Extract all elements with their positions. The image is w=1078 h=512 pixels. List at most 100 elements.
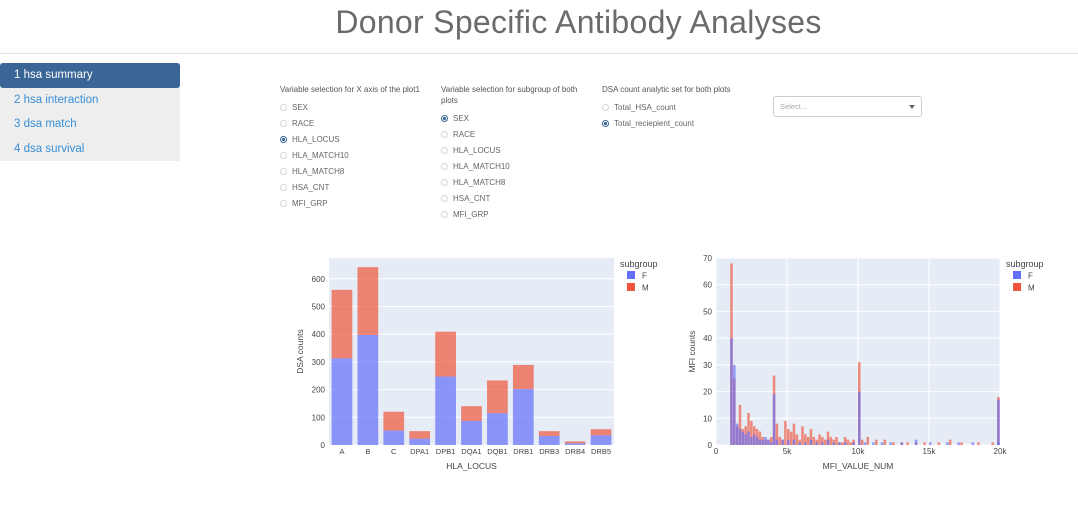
subgroup-option-sex[interactable]: SEX [441,110,581,126]
x-axis-option-hla-locus[interactable]: HLA_LOCUS [280,131,430,147]
hist-bar-m[interactable] [818,434,821,445]
hist-bar-f[interactable] [858,391,861,445]
hist-bar-f[interactable] [957,442,960,445]
hist-bar-f[interactable] [880,442,884,445]
radio-circle[interactable] [441,146,448,154]
bar-f-dqb1[interactable] [487,413,508,445]
hist-bar-f[interactable] [750,436,753,445]
sidebar-item-hsa-summary[interactable]: 1 hsa summary [0,63,180,88]
bar-f-drb5[interactable] [590,435,612,445]
hist-bar-m[interactable] [826,431,830,445]
bar-m-dqa1[interactable] [461,406,482,421]
hist-bar-f[interactable] [809,439,813,445]
radio-circle[interactable] [441,130,448,138]
radio-circle-checked[interactable] [602,119,609,127]
hist-bar-f[interactable] [798,442,801,445]
hist-bar-f[interactable] [787,439,790,445]
hist-bar-f[interactable] [747,431,750,445]
hist-bar-f[interactable] [852,442,855,445]
variable-select-dropdown[interactable]: Select... [773,96,922,117]
radio-circle-checked[interactable] [441,114,448,122]
radio-circle[interactable] [441,194,448,202]
legend-swatch-m[interactable] [1013,283,1021,291]
bar-m-drb3[interactable] [538,431,560,436]
hist-bar-m[interactable] [823,439,827,445]
radio-circle[interactable] [280,199,287,207]
hist-bar-m[interactable] [829,436,833,445]
bar-f-dpb1[interactable] [435,376,456,445]
sidebar-item-dsa-survival[interactable]: 4 dsa survival [14,142,85,155]
hist-bar-f[interactable] [826,439,830,445]
chevron-down-icon[interactable] [909,105,915,109]
hist-bar-f[interactable] [863,442,867,445]
hist-bar-m[interactable] [991,442,995,445]
bar-m-dpa1[interactable] [409,431,431,439]
x-axis-option-hsa-cnt[interactable]: HSA_CNT [280,179,430,195]
hist-bar-f[interactable] [843,442,847,445]
legend-swatch-m[interactable] [627,283,635,291]
bar-m-dqb1[interactable] [487,380,508,414]
hist-bar-m[interactable] [750,420,753,445]
x-axis-option-mfi-grp[interactable]: MFI_GRP [280,195,430,211]
hist-bar-f[interactable] [804,442,807,445]
hist-bar-m[interactable] [849,442,853,445]
hist-bar-f[interactable] [775,439,779,445]
hist-bar-m[interactable] [843,436,847,445]
hist-bar-m[interactable] [860,439,864,445]
hist-bar-f[interactable] [832,442,835,445]
subgroup-option-hla-locus[interactable]: HLA_LOCUS [441,142,581,158]
radio-circle[interactable] [441,210,448,218]
sidebar-item-dsa-match[interactable]: 3 dsa match [14,118,77,130]
bar-m-b[interactable] [357,267,379,336]
hist-bar-f[interactable] [781,439,784,445]
hist-bar-f[interactable] [889,442,892,445]
hist-bar-m[interactable] [758,431,762,445]
hist-bar-m[interactable] [775,423,779,445]
hist-bar-m[interactable] [789,431,793,445]
hist-bar-f[interactable] [872,442,875,445]
hist-bar-m[interactable] [769,436,773,445]
hist-bar-m[interactable] [892,442,895,445]
hist-bar-m[interactable] [875,439,878,445]
bar-m-dpb1[interactable] [435,331,456,377]
bar-f-drb4[interactable] [564,443,586,445]
hist-bar-f[interactable] [946,442,949,445]
hist-bar-f[interactable] [792,439,796,445]
bar-m-drb4[interactable] [564,441,586,444]
x-axis-option-race[interactable]: RACE [280,115,430,131]
bar-m-drb5[interactable] [590,429,612,436]
hist-bar-m[interactable] [948,439,952,445]
radio-circle[interactable] [280,119,287,127]
radio-circle[interactable] [280,167,287,175]
hist-bar-f[interactable] [752,434,756,445]
hist-bar-m[interactable] [812,436,816,445]
hist-bar-m[interactable] [883,439,887,445]
radio-circle-checked[interactable] [280,135,287,143]
hist-bar-f[interactable] [971,442,975,445]
hist-bar-m[interactable] [806,436,810,445]
hist-bar-m[interactable] [778,436,782,445]
hist-bar-m[interactable] [792,423,796,445]
x-axis-option-sex[interactable]: SEX [280,99,430,115]
hist-bar-f[interactable] [767,439,770,445]
hist-bar-f[interactable] [741,431,745,445]
radio-circle[interactable] [602,103,609,111]
hist-bar-m[interactable] [866,436,870,445]
hist-bar-f[interactable] [758,439,762,445]
hist-bar-f[interactable] [914,439,918,445]
hist-bar-m[interactable] [784,420,787,445]
radio-circle[interactable] [280,151,287,159]
hist-bar-m[interactable] [809,428,813,445]
hist-bar-m[interactable] [923,442,926,445]
hist-bar-m[interactable] [835,436,838,445]
hist-bar-m[interactable] [801,426,804,445]
hist-bar-m[interactable] [747,412,750,445]
hist-bar-m[interactable] [937,442,941,445]
hist-bar-f[interactable] [838,442,841,445]
subgroup-option-hla-match8[interactable]: HLA_MATCH8 [441,174,581,190]
legend-swatch-f[interactable] [627,271,635,279]
hist-bar-f[interactable] [755,436,759,445]
dsa-set-option-total-recipient[interactable]: Total_reciepient_count [602,115,762,131]
bar-m-drb1[interactable] [512,364,534,390]
subgroup-option-mfi-grp[interactable]: MFI_GRP [441,206,581,222]
